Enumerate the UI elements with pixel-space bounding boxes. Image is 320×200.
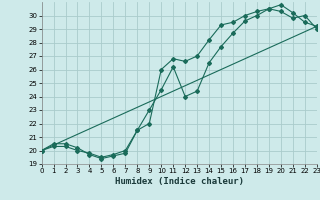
X-axis label: Humidex (Indice chaleur): Humidex (Indice chaleur): [115, 177, 244, 186]
